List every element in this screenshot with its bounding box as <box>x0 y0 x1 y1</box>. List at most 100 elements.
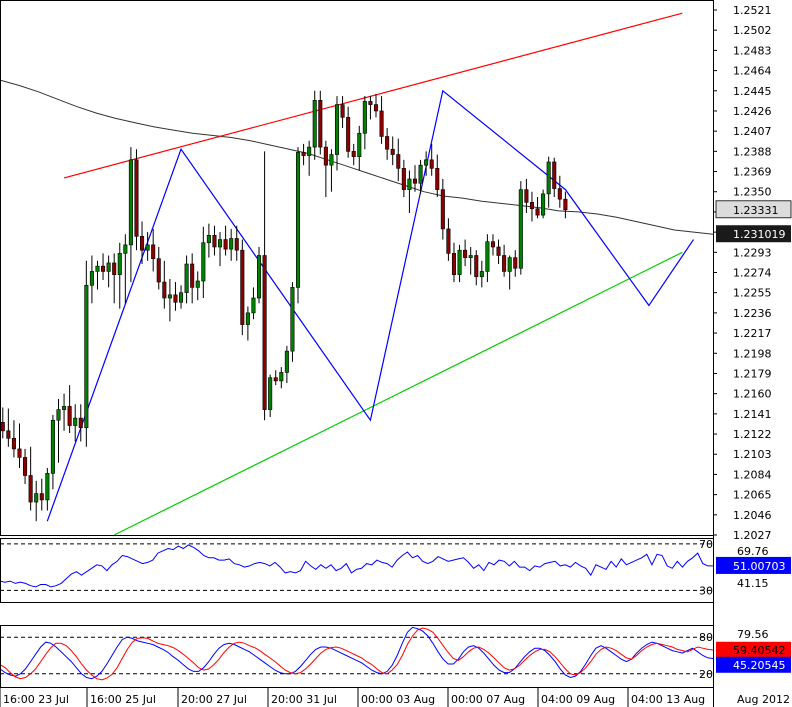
candle-body <box>329 154 334 166</box>
y-tick-label: 1.2122 <box>733 428 772 441</box>
y-tick-label: 1.2426 <box>733 105 772 118</box>
candle-body <box>95 265 100 272</box>
candle-body <box>418 164 423 184</box>
candle-body <box>396 154 401 169</box>
candle-body <box>45 473 50 501</box>
stochastic-main-tag <box>716 641 791 658</box>
candle-body <box>6 430 11 439</box>
stochastic-signal-line <box>0 626 714 680</box>
candle-body <box>351 151 356 157</box>
rsi-current-tag <box>716 556 791 574</box>
candle-body <box>34 493 39 503</box>
y-tick-label: 1.2046 <box>733 509 772 522</box>
candle-body <box>11 437 16 450</box>
candle-body <box>17 448 22 458</box>
rsi-panel: 70 30 69.76 41.15 51.00703 <box>0 538 791 597</box>
candle-body <box>323 146 328 166</box>
candle-body <box>245 312 250 325</box>
candlestick-series <box>0 90 568 522</box>
x-tick-label: 00:00 07 Aug <box>451 693 525 706</box>
candle-body <box>279 372 284 382</box>
candle-body <box>424 159 429 166</box>
y-tick-label: 1.2369 <box>733 166 772 179</box>
x-tick-label: 20:00 27 Jul <box>181 693 247 706</box>
candle-body <box>557 188 562 200</box>
candle-body <box>390 148 395 155</box>
candle-body <box>201 242 206 282</box>
candle-body <box>262 255 267 410</box>
candle-body <box>379 110 384 137</box>
candle-body <box>240 249 245 325</box>
candle-body <box>112 262 117 275</box>
y-tick-label: 1.2388 <box>733 145 772 158</box>
candle-body <box>0 422 5 432</box>
candle-body <box>507 257 512 272</box>
candle-body <box>301 152 306 156</box>
candle-body <box>39 493 44 501</box>
rsi-series: 70 30 69.76 41.15 51.00703 <box>0 538 791 597</box>
candle-body <box>513 257 518 269</box>
stochastic-right-label: 79.56 <box>737 628 769 641</box>
candle-body <box>156 258 161 283</box>
candle-body <box>256 255 262 299</box>
y-tick-label: 1.2483 <box>733 44 772 57</box>
candle-body <box>535 208 540 216</box>
price-tags: 1.23331 1.231019 <box>715 200 792 243</box>
candle-body <box>206 235 211 244</box>
x-tick-label: 16:00 25 Jul <box>90 693 156 706</box>
stochastic-main-label: 59.40542 <box>733 644 786 657</box>
rsi-right-label: 41.15 <box>737 577 769 590</box>
y-tick-label: 1.2141 <box>733 408 772 421</box>
y-tick-label: 1.2407 <box>733 125 772 138</box>
candle-body <box>117 253 122 275</box>
candle-body <box>385 136 390 150</box>
candle-body <box>78 417 83 428</box>
rsi-line <box>0 544 713 588</box>
zigzag-line <box>46 89 694 522</box>
candle-body <box>173 294 178 303</box>
y-tick-label: 1.2103 <box>733 448 772 461</box>
candle-body <box>362 101 367 134</box>
y-tick-label: 1.2521 <box>733 4 772 17</box>
stochastic-main-line <box>0 627 714 681</box>
y-tick-label: 1.2160 <box>733 388 772 401</box>
candle-body <box>312 100 317 148</box>
candle-body <box>334 104 340 155</box>
candle-body <box>273 377 278 382</box>
y-tick-label: 1.2274 <box>733 267 772 280</box>
candle-body <box>101 265 106 272</box>
candle-body <box>128 159 133 246</box>
candle-body <box>229 238 234 250</box>
candle-body <box>541 193 546 216</box>
candle-body <box>346 117 351 152</box>
rsi-current-label: 51.00703 <box>733 560 786 573</box>
x-tick-label: 04:00 13 Aug <box>631 693 705 706</box>
candle-body <box>318 100 323 148</box>
candle-body <box>140 236 145 251</box>
candle-body <box>357 132 362 157</box>
candle-body <box>84 284 89 428</box>
candle-body <box>123 244 128 254</box>
candle-body <box>28 475 33 503</box>
lower-channel-line <box>113 251 683 536</box>
x-tick-label: 16:00 23 Jul <box>3 693 69 706</box>
candle-body <box>195 280 200 288</box>
candle-body <box>284 350 289 373</box>
candle-body <box>457 249 462 275</box>
candle-body <box>463 249 468 258</box>
y-tick-label: 1.2293 <box>733 246 772 259</box>
stochastic-signal-tag <box>716 656 791 673</box>
candle-body <box>446 228 451 254</box>
candle-body <box>451 253 457 275</box>
y-tick-label: 1.2255 <box>733 287 772 300</box>
candle-body <box>67 406 72 426</box>
candle-body <box>479 271 484 278</box>
candle-body <box>23 457 28 476</box>
price-panel: 1.2521 1.2502 1.2483 1.2464 1.2445 1.2426 1.24… <box>0 4 792 542</box>
candle-body <box>524 189 529 203</box>
current-price-tag <box>715 200 792 219</box>
